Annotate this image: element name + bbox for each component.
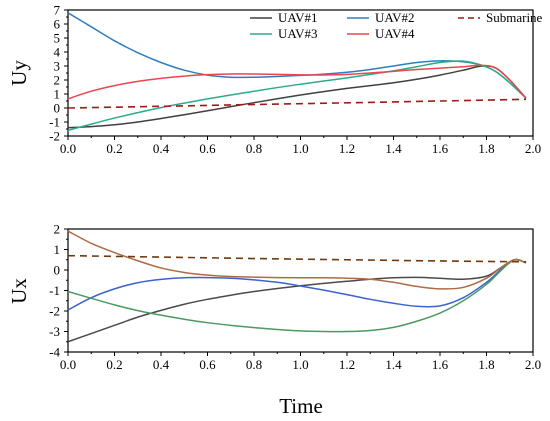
- ux-series-line-series-3: [67, 258, 527, 333]
- uy-y-tick-label: 5: [54, 31, 61, 46]
- ux-x-tick-label: 1.0: [292, 357, 308, 372]
- ux-y-axis-title: Ux: [7, 278, 31, 304]
- ux-x-tick-label: 1.6: [432, 357, 449, 372]
- ux-panel: 0.0 0.2 0.4 0.6 0.8 1.0 1.2 1.4 1.6 1.8 2.0 -4 -3 -2 -…: [7, 222, 541, 373]
- ux-x-tick-label: 0.0: [60, 357, 76, 372]
- ux-x-tick-label: 0.6: [199, 357, 216, 372]
- uy-x-tick-label: 0.8: [246, 141, 262, 156]
- ux-x-tick-label: 1.8: [478, 357, 494, 372]
- uy-y-tick-label: 0: [54, 101, 61, 116]
- uy-series-line-uav-3: [67, 60, 527, 132]
- uy-series-line-uav-4: [67, 64, 527, 100]
- uy-x-tick-label: 0.0: [60, 141, 76, 156]
- ux-x-tick-label: 0.2: [106, 357, 122, 372]
- uy-y-tick-label: 4: [54, 45, 61, 60]
- uy-x-tick-label: 2.0: [525, 141, 541, 156]
- legend-label: UAV#4: [375, 26, 415, 41]
- uy-y-tick-label: 6: [54, 17, 61, 32]
- uy-y-tick-label: 7: [54, 3, 61, 18]
- uy-x-tick-label: 0.6: [199, 141, 216, 156]
- uy-x-tick-label: 1.6: [432, 141, 449, 156]
- x-axis-title: Time: [279, 394, 323, 418]
- legend-label: UAV#1: [278, 10, 318, 25]
- ux-y-tick-label: 2: [54, 222, 61, 237]
- ux-x-tick-label: 0.4: [153, 357, 170, 372]
- ux-x-tick-label: 0.8: [246, 357, 262, 372]
- ux-x-tick-label: 1.4: [385, 357, 402, 372]
- uy-x-tick-label: 1.0: [292, 141, 308, 156]
- ux-y-tick-label: 1: [54, 242, 61, 257]
- legend-label: Submarine: [486, 10, 543, 25]
- ux-y-tick-label: -4: [49, 345, 60, 360]
- ux-y-tick-label: 0: [54, 263, 61, 278]
- legend-label: UAV#2: [375, 10, 415, 25]
- uy-x-tick-label: 1.2: [339, 141, 355, 156]
- uy-y-axis-title: Uy: [7, 60, 31, 86]
- ux-plot-frame: [67, 228, 534, 353]
- ux-series-line-series-2: [67, 258, 527, 311]
- uy-legend: UAV#1 UAV#2 UAV#3 UAV#4 Submarine: [250, 10, 543, 41]
- ux-series-line-series-5: [67, 254, 527, 263]
- uy-x-tick-label: 1.4: [385, 141, 402, 156]
- uy-x-tick-label: 0.4: [153, 141, 170, 156]
- uy-y-tick-label: 2: [54, 73, 61, 88]
- uy-panel: 0.0 0.2 0.4 0.6 0.8 1.0 1.2 1.4 1.6 1.8 2.0 -2-1012…: [7, 3, 543, 157]
- ux-series-line-series-4: [67, 230, 527, 290]
- uy-y-tick-label: 1: [54, 87, 61, 102]
- ux-y-tick-label: -1: [49, 283, 60, 298]
- ux-y-tick-label: -2: [49, 304, 60, 319]
- uy-y-tick-label: -1: [49, 115, 60, 130]
- uy-series-line-submarine: [67, 98, 527, 109]
- uy-x-tick-label: 1.8: [478, 141, 494, 156]
- uy-y-tick-label: 3: [54, 59, 61, 74]
- uy-y-tick-label: -2: [49, 129, 60, 144]
- ux-y-tick-label: -3: [49, 324, 60, 339]
- legend-label: UAV#3: [278, 26, 318, 41]
- uy-x-tick-label: 0.2: [106, 141, 122, 156]
- ux-x-tick-label: 2.0: [525, 357, 541, 372]
- uy-series-line-uav-1: [67, 65, 527, 129]
- ux-x-tick-label: 1.2: [339, 357, 355, 372]
